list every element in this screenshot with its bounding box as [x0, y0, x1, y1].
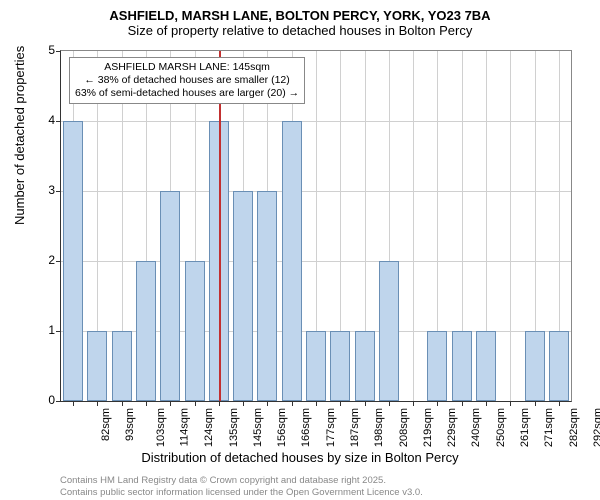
- ytick-label: 1: [48, 323, 55, 337]
- xtick-label: 103sqm: [155, 408, 167, 447]
- xtick-mark: [267, 401, 268, 406]
- xtick-mark: [462, 401, 463, 406]
- bar: [136, 261, 156, 401]
- xtick-label: 292sqm: [592, 408, 600, 447]
- xtick-label: 198sqm: [373, 408, 385, 447]
- xtick-label: 177sqm: [325, 408, 337, 447]
- annotation-line-3: 63% of semi-detached houses are larger (…: [75, 87, 299, 100]
- xtick-label: 282sqm: [568, 408, 580, 447]
- ytick-mark: [56, 51, 61, 52]
- xtick-label: 187sqm: [349, 408, 361, 447]
- chart-container: ASHFIELD, MARSH LANE, BOLTON PERCY, YORK…: [0, 0, 600, 500]
- xtick-label: 229sqm: [446, 408, 458, 447]
- xtick-mark: [559, 401, 560, 406]
- bar: [233, 191, 253, 401]
- xtick-label: 240sqm: [471, 408, 483, 447]
- annotation-line-2: ← 38% of detached houses are smaller (12…: [75, 74, 299, 87]
- bar: [257, 191, 277, 401]
- xtick-mark: [195, 401, 196, 406]
- gridline-v: [510, 51, 511, 401]
- xtick-label: 124sqm: [203, 408, 215, 447]
- xtick-mark: [292, 401, 293, 406]
- ytick-mark: [56, 261, 61, 262]
- x-axis-label: Distribution of detached houses by size …: [0, 450, 600, 465]
- ytick-label: 5: [48, 43, 55, 57]
- ytick-mark: [56, 191, 61, 192]
- xtick-label: 261sqm: [519, 408, 531, 447]
- bar: [112, 331, 132, 401]
- bar: [306, 331, 326, 401]
- xtick-mark: [535, 401, 536, 406]
- bar: [185, 261, 205, 401]
- bar: [87, 331, 107, 401]
- annotation-line-1: ASHFIELD MARSH LANE: 145sqm: [75, 61, 299, 74]
- title-sub: Size of property relative to detached ho…: [0, 23, 600, 42]
- xtick-label: 135sqm: [228, 408, 240, 447]
- xtick-mark: [389, 401, 390, 406]
- xtick-mark: [510, 401, 511, 406]
- annotation-box: ASHFIELD MARSH LANE: 145sqm← 38% of deta…: [69, 57, 305, 104]
- ytick-mark: [56, 121, 61, 122]
- xtick-mark: [413, 401, 414, 406]
- bar: [355, 331, 375, 401]
- bar: [379, 261, 399, 401]
- xtick-mark: [243, 401, 244, 406]
- xtick-mark: [122, 401, 123, 406]
- xtick-mark: [365, 401, 366, 406]
- ytick-mark: [56, 401, 61, 402]
- xtick-label: 156sqm: [276, 408, 288, 447]
- attribution-line-1: Contains HM Land Registry data © Crown c…: [60, 475, 423, 486]
- y-axis-label: Number of detached properties: [12, 46, 27, 225]
- xtick-mark: [97, 401, 98, 406]
- ytick-label: 4: [48, 113, 55, 127]
- chart-plot-area: ASHFIELD MARSH LANE: 145sqm← 38% of deta…: [60, 50, 572, 402]
- xtick-label: 271sqm: [543, 408, 555, 447]
- ytick-label: 2: [48, 253, 55, 267]
- bar: [282, 121, 302, 401]
- attribution-text: Contains HM Land Registry data © Crown c…: [60, 475, 423, 498]
- xtick-mark: [170, 401, 171, 406]
- xtick-label: 166sqm: [301, 408, 313, 447]
- xtick-label: 250sqm: [495, 408, 507, 447]
- xtick-mark: [437, 401, 438, 406]
- xtick-label: 208sqm: [398, 408, 410, 447]
- xtick-mark: [486, 401, 487, 406]
- bar: [63, 121, 83, 401]
- xtick-label: 145sqm: [252, 408, 264, 447]
- title-main: ASHFIELD, MARSH LANE, BOLTON PERCY, YORK…: [0, 0, 600, 23]
- xtick-mark: [73, 401, 74, 406]
- xtick-mark: [340, 401, 341, 406]
- ytick-mark: [56, 331, 61, 332]
- bar: [549, 331, 569, 401]
- ytick-label: 3: [48, 183, 55, 197]
- bar: [160, 191, 180, 401]
- xtick-label: 82sqm: [100, 408, 112, 441]
- xtick-label: 93sqm: [124, 408, 136, 441]
- xtick-label: 114sqm: [178, 408, 190, 446]
- ytick-label: 0: [48, 393, 55, 407]
- bar: [330, 331, 350, 401]
- xtick-mark: [316, 401, 317, 406]
- bar: [452, 331, 472, 401]
- xtick-mark: [219, 401, 220, 406]
- bar: [525, 331, 545, 401]
- gridline-v: [413, 51, 414, 401]
- xtick-mark: [146, 401, 147, 406]
- attribution-line-2: Contains public sector information licen…: [60, 487, 423, 498]
- bar: [427, 331, 447, 401]
- xtick-label: 219sqm: [422, 408, 434, 447]
- bar: [476, 331, 496, 401]
